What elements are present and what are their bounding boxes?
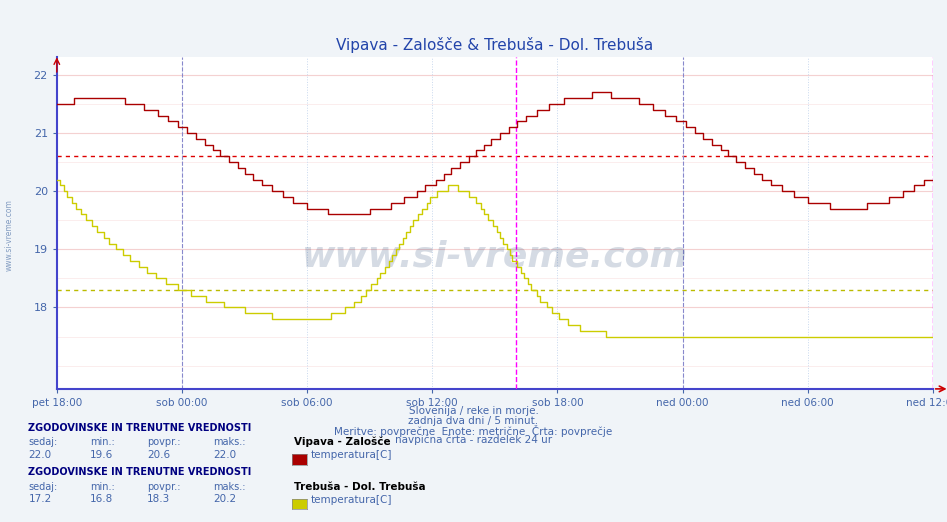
Text: www.si-vreme.com: www.si-vreme.com bbox=[5, 199, 14, 271]
Text: 22.0: 22.0 bbox=[28, 450, 51, 460]
Text: min.:: min.: bbox=[90, 482, 115, 492]
Text: Trebuša - Dol. Trebuša: Trebuša - Dol. Trebuša bbox=[294, 482, 425, 492]
Text: 16.8: 16.8 bbox=[90, 494, 114, 504]
Text: 19.6: 19.6 bbox=[90, 450, 114, 460]
Title: Vipava - Zalošče & Trebuša - Dol. Trebuša: Vipava - Zalošče & Trebuša - Dol. Trebuš… bbox=[336, 38, 653, 53]
Text: sedaj:: sedaj: bbox=[28, 437, 58, 447]
Text: sedaj:: sedaj: bbox=[28, 482, 58, 492]
Text: min.:: min.: bbox=[90, 437, 115, 447]
Text: 20.2: 20.2 bbox=[213, 494, 236, 504]
Text: povpr.:: povpr.: bbox=[147, 437, 180, 447]
Text: 22.0: 22.0 bbox=[213, 450, 236, 460]
Text: temperatura[C]: temperatura[C] bbox=[311, 450, 392, 460]
Text: ZGODOVINSKE IN TRENUTNE VREDNOSTI: ZGODOVINSKE IN TRENUTNE VREDNOSTI bbox=[28, 467, 252, 477]
Text: 18.3: 18.3 bbox=[147, 494, 170, 504]
Text: Meritve: povprečne  Enote: metrične  Črta: povprečje: Meritve: povprečne Enote: metrične Črta:… bbox=[334, 425, 613, 437]
Text: temperatura[C]: temperatura[C] bbox=[311, 495, 392, 505]
Text: navpična črta - razdelek 24 ur: navpična črta - razdelek 24 ur bbox=[395, 434, 552, 445]
Text: povpr.:: povpr.: bbox=[147, 482, 180, 492]
Text: 17.2: 17.2 bbox=[28, 494, 52, 504]
Text: Slovenija / reke in morje.: Slovenija / reke in morje. bbox=[408, 406, 539, 416]
Text: maks.:: maks.: bbox=[213, 482, 245, 492]
Text: 20.6: 20.6 bbox=[147, 450, 170, 460]
Text: maks.:: maks.: bbox=[213, 437, 245, 447]
Text: ZGODOVINSKE IN TRENUTNE VREDNOSTI: ZGODOVINSKE IN TRENUTNE VREDNOSTI bbox=[28, 423, 252, 433]
Text: Vipava - Zalošče: Vipava - Zalošče bbox=[294, 437, 390, 447]
Text: www.si-vreme.com: www.si-vreme.com bbox=[302, 239, 688, 274]
Text: zadnja dva dni / 5 minut.: zadnja dva dni / 5 minut. bbox=[408, 416, 539, 425]
